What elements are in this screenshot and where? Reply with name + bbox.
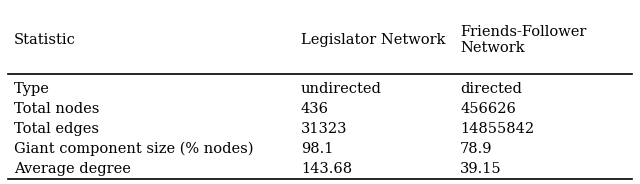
Text: 14855842: 14855842 xyxy=(460,122,534,136)
Text: Type: Type xyxy=(14,82,50,96)
Text: 31323: 31323 xyxy=(301,122,348,136)
Text: Total nodes: Total nodes xyxy=(14,102,99,116)
Text: 39.15: 39.15 xyxy=(460,162,502,176)
Text: 436: 436 xyxy=(301,102,329,116)
Text: 78.9: 78.9 xyxy=(460,142,493,156)
Text: Total edges: Total edges xyxy=(14,122,99,136)
Text: directed: directed xyxy=(460,82,522,96)
Text: Giant component size (% nodes): Giant component size (% nodes) xyxy=(14,142,253,156)
Text: Average degree: Average degree xyxy=(14,162,131,176)
Text: 98.1: 98.1 xyxy=(301,142,333,156)
Text: Legislator Network: Legislator Network xyxy=(301,33,445,47)
Text: Statistic: Statistic xyxy=(14,33,76,47)
Text: 143.68: 143.68 xyxy=(301,162,352,176)
Text: Friends-Follower
Network: Friends-Follower Network xyxy=(460,25,587,55)
Text: 456626: 456626 xyxy=(460,102,516,116)
Text: undirected: undirected xyxy=(301,82,381,96)
